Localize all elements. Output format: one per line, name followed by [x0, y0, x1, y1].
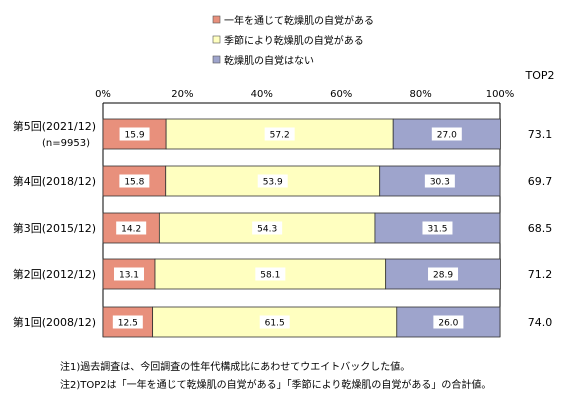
data-label-box [424, 174, 455, 188]
data-label-box [428, 267, 459, 281]
data-label-box [422, 221, 453, 235]
data-label-box [255, 267, 286, 281]
data-label: 58.1 [260, 271, 280, 281]
top2-value: 68.5 [528, 222, 553, 235]
data-label-box [116, 221, 147, 235]
category-label: 第1回(2008/12) [13, 315, 96, 329]
footnote-1: 注1)過去調査は、今回調査の性年代構成比にあわせてウエイトバックした値。 [60, 362, 411, 373]
data-label-box [259, 315, 290, 329]
data-label: 57.2 [270, 131, 290, 141]
legend-label-3: 乾燥肌の自覚はない [224, 54, 314, 67]
data-label: 14.2 [121, 225, 141, 235]
bar-segment [385, 258, 501, 290]
top2-header: TOP2 [524, 69, 554, 82]
category-label: 第4回(2018/12) [13, 174, 96, 188]
data-label-box [264, 127, 295, 141]
top2-value: 71.2 [528, 268, 553, 281]
data-label: 30.3 [430, 178, 450, 188]
category-label: 第5回(2021/12) [13, 119, 96, 133]
data-label-box [431, 127, 462, 141]
x-tick-label: 100% [486, 89, 515, 100]
top2-value: 69.7 [528, 175, 553, 188]
x-tick-label: 80% [409, 89, 431, 100]
data-label-box [112, 315, 143, 329]
data-label: 15.9 [125, 131, 145, 141]
data-label: 27.0 [437, 131, 457, 141]
category-sublabel: (n=9953) [42, 138, 90, 149]
x-tick-label: 20% [171, 89, 193, 100]
x-tick-label: 60% [330, 89, 352, 100]
data-label-box [119, 174, 150, 188]
data-label: 12.5 [118, 319, 138, 329]
data-label-box [119, 127, 150, 141]
data-label: 54.3 [257, 225, 277, 235]
data-label: 31.5 [427, 225, 447, 235]
legend-label-1: 一年を通じて乾燥肌の自覚がある [224, 14, 374, 27]
legend-swatch-3 [212, 55, 221, 64]
data-label: 61.5 [265, 319, 285, 329]
data-label: 13.1 [119, 271, 139, 281]
category-label: 第2回(2012/12) [13, 267, 96, 281]
top2-value: 74.0 [528, 316, 553, 329]
data-label-box [433, 315, 464, 329]
top2-value: 73.1 [528, 128, 553, 141]
legend-swatch-1 [212, 15, 221, 24]
data-label-box [114, 267, 145, 281]
category-label: 第3回(2015/12) [13, 221, 96, 235]
data-label-box [252, 221, 283, 235]
data-label: 28.9 [433, 271, 453, 281]
footnote-2: 注2)TOP2は「一年を通じて乾燥肌の自覚がある」「季節により乾燥肌の自覚がある… [60, 380, 492, 391]
legend-label-2: 季節により乾燥肌の自覚がある [224, 34, 364, 47]
x-tick-label: 0% [95, 89, 111, 100]
x-tick-label: 40% [251, 89, 273, 100]
data-label: 53.9 [263, 178, 283, 188]
data-label: 26.0 [438, 319, 458, 329]
data-label: 15.8 [124, 178, 144, 188]
data-label-box [257, 174, 288, 188]
legend-swatch-2 [212, 35, 221, 44]
